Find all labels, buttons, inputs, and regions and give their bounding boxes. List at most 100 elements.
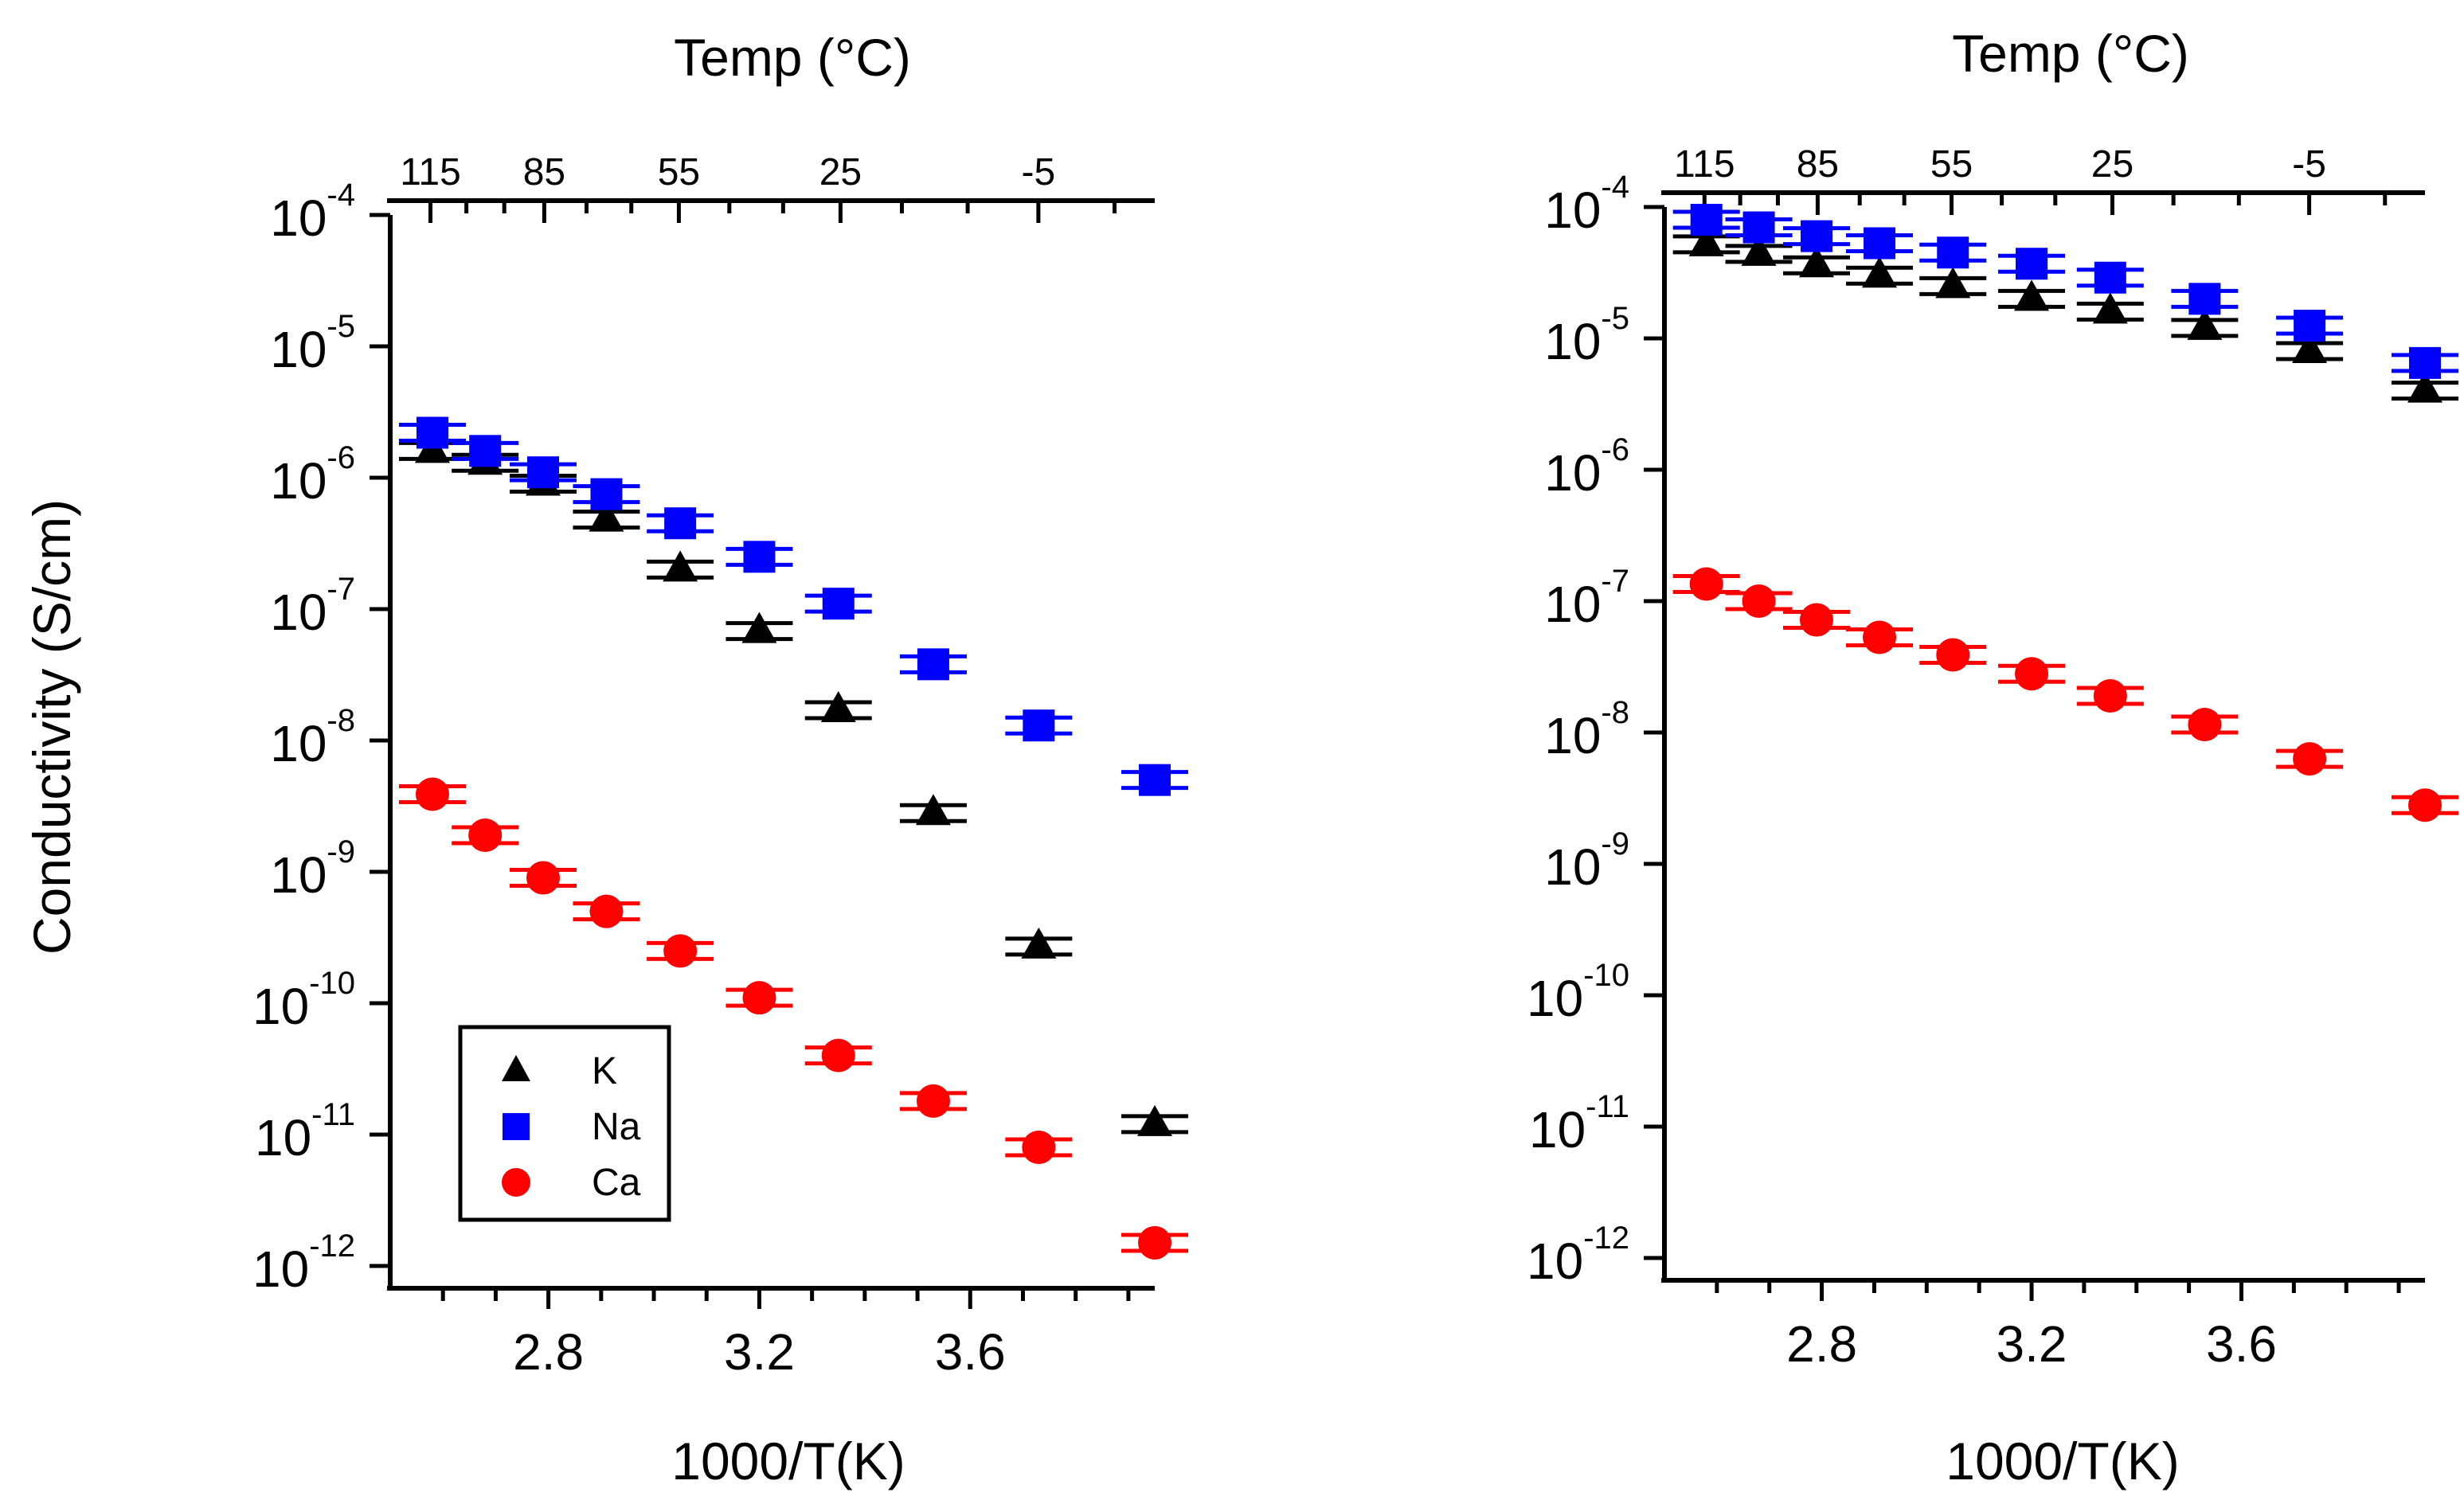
right-y-tick-label: 10-7 xyxy=(1544,564,1629,633)
left-top-tick-label: 115 xyxy=(400,151,461,193)
right-top-tick-label: 115 xyxy=(1674,143,1735,186)
legend-box xyxy=(458,1025,671,1222)
left-point-na xyxy=(416,416,448,449)
y-axis-title: Conductivity (S/cm) xyxy=(22,499,81,955)
left-y-tick-exponent: -8 xyxy=(327,703,355,738)
left-y-tick-label: 10-8 xyxy=(270,703,355,772)
left-y-tick-exponent: -11 xyxy=(311,1097,355,1132)
left-point-na xyxy=(469,435,502,467)
right-point-k xyxy=(2014,279,2050,311)
right-point-ca xyxy=(1800,603,1833,637)
left-point-k xyxy=(741,611,777,643)
right-y-tick-exponent: -5 xyxy=(1601,301,1629,336)
right-point-ca xyxy=(2093,679,2127,713)
left-point-ca xyxy=(1138,1225,1171,1260)
left-y-tick-label: 10-6 xyxy=(270,440,355,510)
left-y-tick-exponent: -12 xyxy=(309,1229,355,1264)
right-y-tick-exponent: -11 xyxy=(1586,1089,1629,1124)
right-y-tick-label: 10-10 xyxy=(1527,958,1629,1027)
left-point-na xyxy=(664,507,697,540)
right-x-tick-label: 3.6 xyxy=(2206,1315,2277,1373)
right-point-k xyxy=(1935,267,1971,299)
right-point-ca xyxy=(1742,584,1776,618)
right-point-k xyxy=(2407,371,2442,403)
right-y-tick-label: 10-5 xyxy=(1544,301,1629,370)
right-point-na xyxy=(1937,236,1969,269)
left-y-tick-exponent: -5 xyxy=(327,309,355,344)
left-series-ca xyxy=(398,777,1188,1260)
right-series-na xyxy=(1672,203,2458,379)
left-point-na xyxy=(822,588,855,620)
left-point-na xyxy=(917,648,949,681)
right-point-k xyxy=(1799,246,1834,278)
left-y-tick-exponent: -10 xyxy=(309,966,355,1001)
right-point-k xyxy=(2292,331,2328,363)
right-y-tick-label: 10-6 xyxy=(1544,432,1629,502)
right-top-tick-label: 85 xyxy=(1797,143,1839,186)
right-y-tick-exponent: -8 xyxy=(1601,695,1629,730)
right-y-tick-exponent: -7 xyxy=(1601,564,1629,599)
right-point-na xyxy=(2294,310,2326,342)
left-y-tick-exponent: -4 xyxy=(327,178,355,213)
left-x-tick-label: 3.2 xyxy=(724,1323,795,1381)
right-y-tick-exponent: -10 xyxy=(1583,958,1629,993)
right-x-axis-title: 1000/T(K) xyxy=(1946,1432,2179,1490)
left-point-ca xyxy=(468,818,503,853)
left-y-tick-exponent: -6 xyxy=(327,440,355,475)
right-point-na xyxy=(1690,203,1723,236)
left-point-na xyxy=(527,456,559,489)
right-chart-panel: 10-4 10-5 10-6 10-7 10-8 10-9 10-10 10-11 10-12 2… xyxy=(1527,143,2458,1373)
right-x-tick-label: 2.8 xyxy=(1786,1315,1857,1373)
right-top-axis-title: Temp (°C) xyxy=(1952,24,2189,83)
left-y-tick-label: 10-7 xyxy=(270,572,355,641)
right-point-na xyxy=(1864,227,1896,260)
right-top-tick-label: 25 xyxy=(2091,143,2134,186)
right-y-tick-exponent: -6 xyxy=(1601,432,1629,467)
right-point-ca xyxy=(1689,567,1723,601)
left-point-na xyxy=(1023,709,1055,742)
left-top-tick-label: -5 xyxy=(1022,151,1056,193)
right-point-ca xyxy=(1936,638,1970,672)
right-x-tick-label: 3.2 xyxy=(1997,1315,2067,1373)
right-point-na xyxy=(2094,261,2126,294)
left-y-tick-label: 10-10 xyxy=(252,966,355,1035)
legend-label-ca: Ca xyxy=(592,1162,641,1204)
left-point-k xyxy=(663,550,698,582)
right-point-k xyxy=(2092,292,2128,324)
right-y-tick-exponent: -12 xyxy=(1583,1221,1629,1256)
legend-marker-na xyxy=(503,1113,530,1140)
left-top-axis-title: Temp (°C) xyxy=(674,28,911,87)
left-point-na xyxy=(590,478,623,510)
left-y-tick-exponent: -7 xyxy=(327,572,355,607)
left-point-ca xyxy=(415,777,449,811)
left-x-tick-label: 3.6 xyxy=(935,1323,1006,1381)
left-point-k xyxy=(915,794,951,826)
left-point-ca xyxy=(821,1038,855,1072)
right-point-na xyxy=(2409,346,2441,379)
left-y-tick-label: 10-9 xyxy=(270,834,355,904)
left-top-tick-label: 25 xyxy=(819,151,862,193)
right-y-tick-label: 10-12 xyxy=(1527,1221,1629,1290)
legend: K Na Ca xyxy=(458,1025,671,1222)
right-point-ca xyxy=(2293,742,2327,776)
left-y-tick-label: 10-5 xyxy=(270,309,355,378)
right-point-ca xyxy=(1863,620,1897,654)
right-point-na xyxy=(2016,248,2048,280)
left-top-tick-label: 55 xyxy=(658,151,700,193)
right-point-na xyxy=(2188,283,2221,315)
left-point-ca xyxy=(663,934,698,968)
right-top-tick-label: 55 xyxy=(1930,143,1973,186)
left-point-k xyxy=(589,500,624,532)
left-y-tick-label: 10-12 xyxy=(252,1229,355,1298)
right-y-tick-label: 10-11 xyxy=(1529,1089,1629,1158)
right-point-na xyxy=(1742,211,1775,244)
right-y-tick-exponent: -9 xyxy=(1601,826,1629,861)
left-point-k xyxy=(1137,1104,1172,1136)
right-top-tick-label: -5 xyxy=(2292,143,2326,186)
legend-label-k: K xyxy=(592,1050,617,1092)
right-point-na xyxy=(1801,220,1832,252)
left-y-tick-label: 10-11 xyxy=(255,1097,355,1166)
left-point-ca xyxy=(916,1084,950,1118)
right-y-tick-label: 10-9 xyxy=(1544,826,1629,896)
